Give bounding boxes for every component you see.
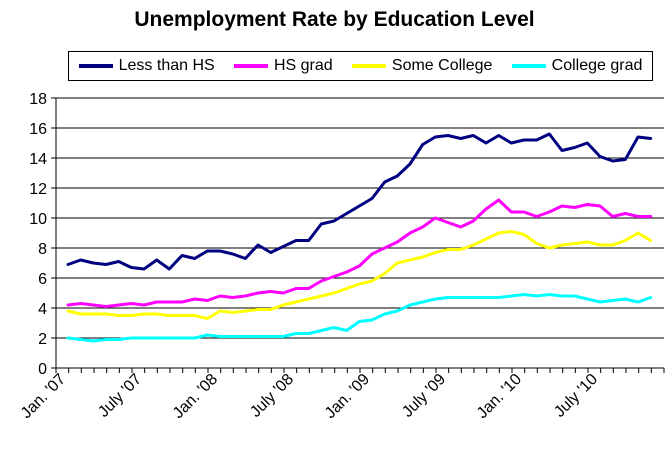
legend-swatch (511, 64, 546, 68)
chart-legend: Less than HS HS grad Some College College g… (68, 51, 653, 81)
legend-swatch (78, 64, 113, 68)
x-tick-label: Jan. '09 (322, 371, 373, 422)
legend-item: HS grad (233, 57, 333, 75)
x-tick-label: Jan. '08 (170, 371, 221, 422)
y-tick-label: 12 (29, 181, 47, 198)
y-tick-label: 8 (38, 241, 47, 258)
legend-swatch (233, 64, 268, 68)
legend-label: Some College (391, 57, 493, 74)
legend-swatch (351, 64, 386, 68)
x-tick-label: Jan. '10 (474, 371, 525, 422)
legend-item: Some College (351, 57, 493, 75)
x-tick-label: July '07 (95, 371, 145, 421)
y-tick-label: 16 (29, 121, 47, 138)
x-tick-label: July '08 (247, 371, 297, 421)
y-tick-label: 18 (29, 91, 47, 108)
legend-label: College grad (551, 57, 643, 74)
y-tick-label: 2 (38, 331, 47, 348)
y-tick-label: 6 (38, 271, 47, 288)
legend-item: Less than HS (78, 57, 215, 75)
x-tick-label: July '10 (551, 371, 601, 421)
legend-label: HS grad (273, 57, 333, 74)
series-line-1 (66, 198, 653, 308)
chart-title: Unemployment Rate by Education Level (134, 8, 535, 31)
y-tick-label: 10 (29, 211, 47, 228)
x-tick-label: Jan. '07 (18, 371, 69, 422)
series-line-3 (66, 293, 653, 343)
legend-item: College grad (511, 57, 643, 75)
y-tick-label: 0 (38, 361, 47, 378)
y-tick-label: 14 (29, 151, 47, 168)
y-tick-label: 4 (38, 301, 47, 318)
series-line-0 (66, 132, 653, 271)
legend-label: Less than HS (118, 57, 215, 74)
x-tick-label: July '09 (399, 371, 449, 421)
series-line-2 (66, 230, 653, 320)
